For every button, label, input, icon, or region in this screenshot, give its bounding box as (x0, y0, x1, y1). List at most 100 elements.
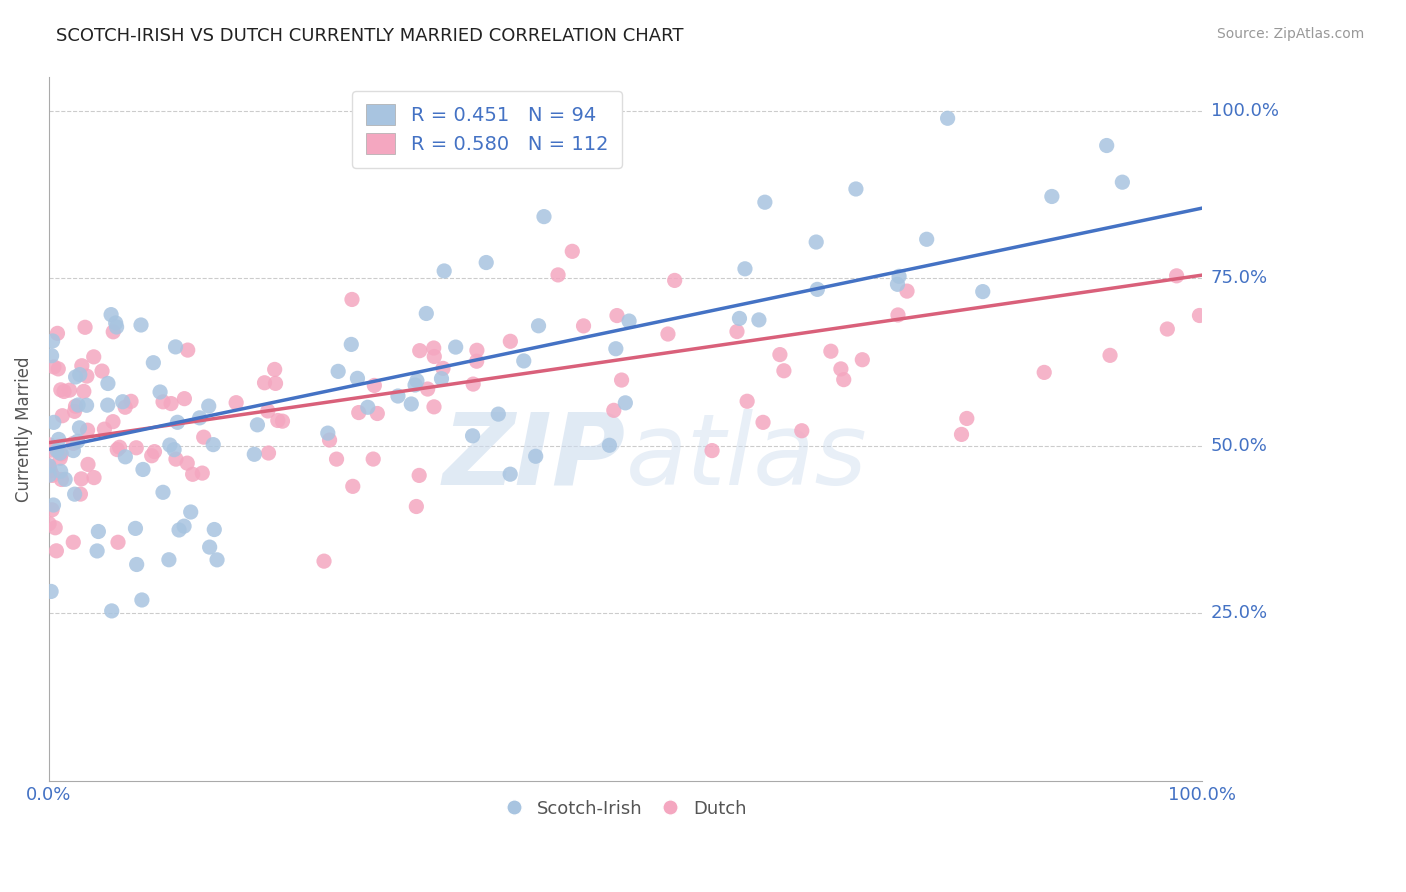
Point (173, 392, 195, 406)
Text: 75.0%: 75.0% (1211, 269, 1268, 287)
Point (131, 593, 153, 607)
Point (409, 343, 432, 358)
Point (598, 438, 620, 452)
Point (465, 354, 488, 368)
Point (77, 458, 100, 472)
Point (76, 398, 98, 412)
Point (404, 378, 426, 392)
Point (191, 466, 214, 480)
Point (806, 235, 828, 249)
Point (44, 521, 66, 535)
Point (38, 458, 60, 473)
Point (45, 544, 67, 558)
Point (76, 369, 98, 384)
Point (105, 320, 128, 334)
Point (38, 516, 60, 531)
Point (160, 396, 183, 410)
Point (39, 443, 62, 458)
Point (361, 452, 384, 467)
Point (461, 429, 484, 443)
Point (1033, 365, 1056, 379)
Point (41, 503, 63, 517)
Point (430, 372, 453, 386)
Point (38, 458, 60, 473)
Point (180, 505, 202, 519)
Point (86, 544, 108, 558)
Point (73, 384, 96, 399)
Point (366, 407, 388, 421)
Point (65, 399, 87, 413)
Point (401, 397, 423, 411)
Point (114, 450, 136, 464)
Point (51, 409, 73, 423)
Text: 100.0%: 100.0% (1211, 102, 1278, 120)
Point (125, 441, 148, 455)
Point (181, 467, 204, 482)
Point (67, 398, 90, 412)
Point (70, 472, 93, 486)
Text: atlas: atlas (626, 409, 868, 506)
Point (193, 430, 215, 444)
Point (62, 443, 84, 458)
Point (614, 396, 637, 410)
Point (316, 426, 339, 441)
Point (561, 244, 583, 259)
Point (725, 325, 748, 339)
Point (486, 407, 509, 421)
Point (312, 554, 335, 568)
Point (1040, 189, 1063, 203)
Point (38, 438, 60, 452)
Point (63, 404, 86, 418)
Point (357, 401, 380, 415)
Point (406, 374, 429, 388)
Point (735, 394, 758, 409)
Point (605, 342, 627, 356)
Point (51, 447, 73, 461)
Point (205, 553, 228, 567)
Point (886, 277, 908, 292)
Point (444, 340, 467, 354)
Point (408, 468, 430, 483)
Point (42, 359, 65, 374)
Point (198, 540, 221, 554)
Point (38, 468, 60, 483)
Point (936, 112, 959, 126)
Point (257, 446, 280, 460)
Point (93, 422, 115, 436)
Point (97, 398, 120, 412)
Point (62, 436, 84, 450)
Point (165, 452, 187, 467)
Point (225, 395, 247, 409)
Point (39, 464, 62, 478)
Point (264, 376, 287, 391)
Point (423, 400, 446, 414)
Point (572, 318, 595, 333)
Point (243, 447, 266, 461)
Point (197, 399, 219, 413)
Point (547, 268, 569, 282)
Point (533, 210, 555, 224)
Point (271, 414, 294, 428)
Point (1188, 309, 1211, 323)
Point (657, 326, 679, 341)
Point (63, 487, 86, 501)
Point (41, 468, 63, 483)
Point (53, 384, 76, 399)
Point (851, 352, 873, 367)
Legend: Scotch-Irish, Dutch: Scotch-Irish, Dutch (498, 792, 754, 825)
Point (132, 462, 155, 476)
Point (46, 362, 69, 376)
Point (141, 449, 163, 463)
Point (75, 320, 97, 334)
Point (83, 350, 105, 364)
Point (49, 383, 72, 397)
Point (752, 415, 775, 429)
Point (103, 325, 125, 339)
Point (100, 604, 122, 618)
Point (166, 415, 188, 429)
Point (416, 382, 439, 396)
Point (157, 553, 180, 567)
Point (1166, 268, 1188, 283)
Point (1098, 348, 1121, 362)
Point (363, 378, 385, 392)
